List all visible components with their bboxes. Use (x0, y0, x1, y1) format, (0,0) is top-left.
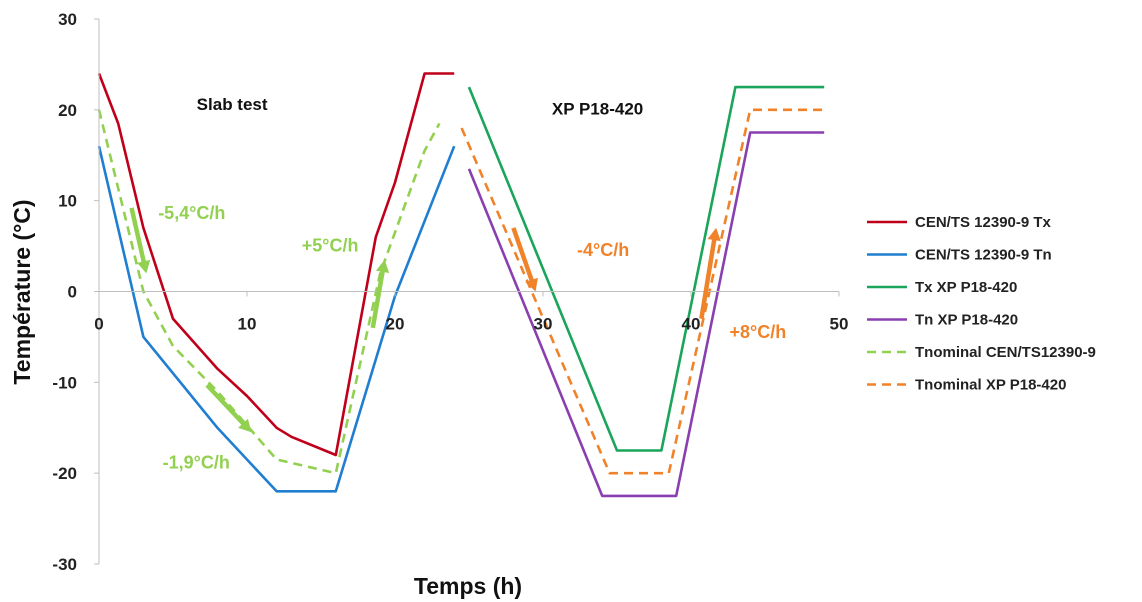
y-tick-label: 10 (58, 192, 77, 211)
rate-arrow-shaft (370, 270, 385, 329)
section-label: XP P18-420 (552, 99, 643, 118)
rate-arrow-shaft (129, 207, 147, 263)
x-tick-label: 30 (534, 315, 553, 334)
series-line (460, 108, 825, 475)
axes: -30 -20 -10 0 10 20 30 0 10 20 30 40 50 (52, 10, 848, 574)
rate-arrow-shaft (511, 227, 535, 282)
x-tick-label: 20 (386, 315, 405, 334)
legend-label: CEN/TS 12390-9 Tn (915, 247, 1052, 264)
legend-label: Tx XP P18-420 (915, 279, 1017, 296)
x-axis-title: Temps (h) (414, 573, 522, 599)
series-line (97, 72, 455, 457)
rate-arrow-head (525, 277, 538, 292)
rate-label: +8°C/h (729, 322, 786, 342)
series-line (467, 85, 825, 452)
rate-label: +5°C/h (302, 236, 359, 256)
series-line (467, 131, 825, 498)
rate-arrow-shaft (699, 238, 717, 320)
y-tick-label: -20 (52, 464, 77, 483)
legend-label: CEN/TS 12390-9 Tx (915, 214, 1052, 231)
rate-arrow-shaft (205, 383, 246, 426)
x-tick-label: 50 (830, 315, 849, 334)
rate-label: -5,4°C/h (158, 203, 225, 223)
x-tick-label: 40 (682, 315, 701, 334)
legend: CEN/TS 12390-9 Tx CEN/TS 12390-9 Tn Tx XP … (867, 214, 1096, 394)
y-tick-label: -10 (52, 373, 77, 392)
rate-label: -1,9°C/h (163, 453, 230, 473)
section-label: Slab test (197, 95, 268, 114)
legend-label: Tnominal XP P18-420 (915, 377, 1066, 394)
plot-area (97, 72, 825, 498)
y-tick-label: 30 (58, 10, 77, 29)
x-tick-label: 0 (94, 315, 103, 334)
y-tick-label: 0 (68, 283, 77, 302)
y-tick-label: 20 (58, 101, 77, 120)
y-axis-title: Température (°C) (9, 199, 35, 384)
rate-arrow-head (238, 418, 252, 433)
series-line (97, 109, 441, 475)
rate-arrow-head (375, 259, 390, 273)
rate-label: -4°C/h (577, 240, 629, 260)
legend-label: Tnominal CEN/TS12390-9 (915, 344, 1096, 361)
annotations: Slab test XP P18-420 -5,4°C/h -1,9°C/h +5°C/… (129, 95, 786, 473)
x-tick-label: 10 (238, 315, 257, 334)
rate-arrow-head (137, 259, 151, 274)
legend-label: Tn XP P18-420 (915, 312, 1018, 329)
y-tick-label: -30 (52, 555, 77, 574)
rate-arrow-head (707, 227, 721, 242)
